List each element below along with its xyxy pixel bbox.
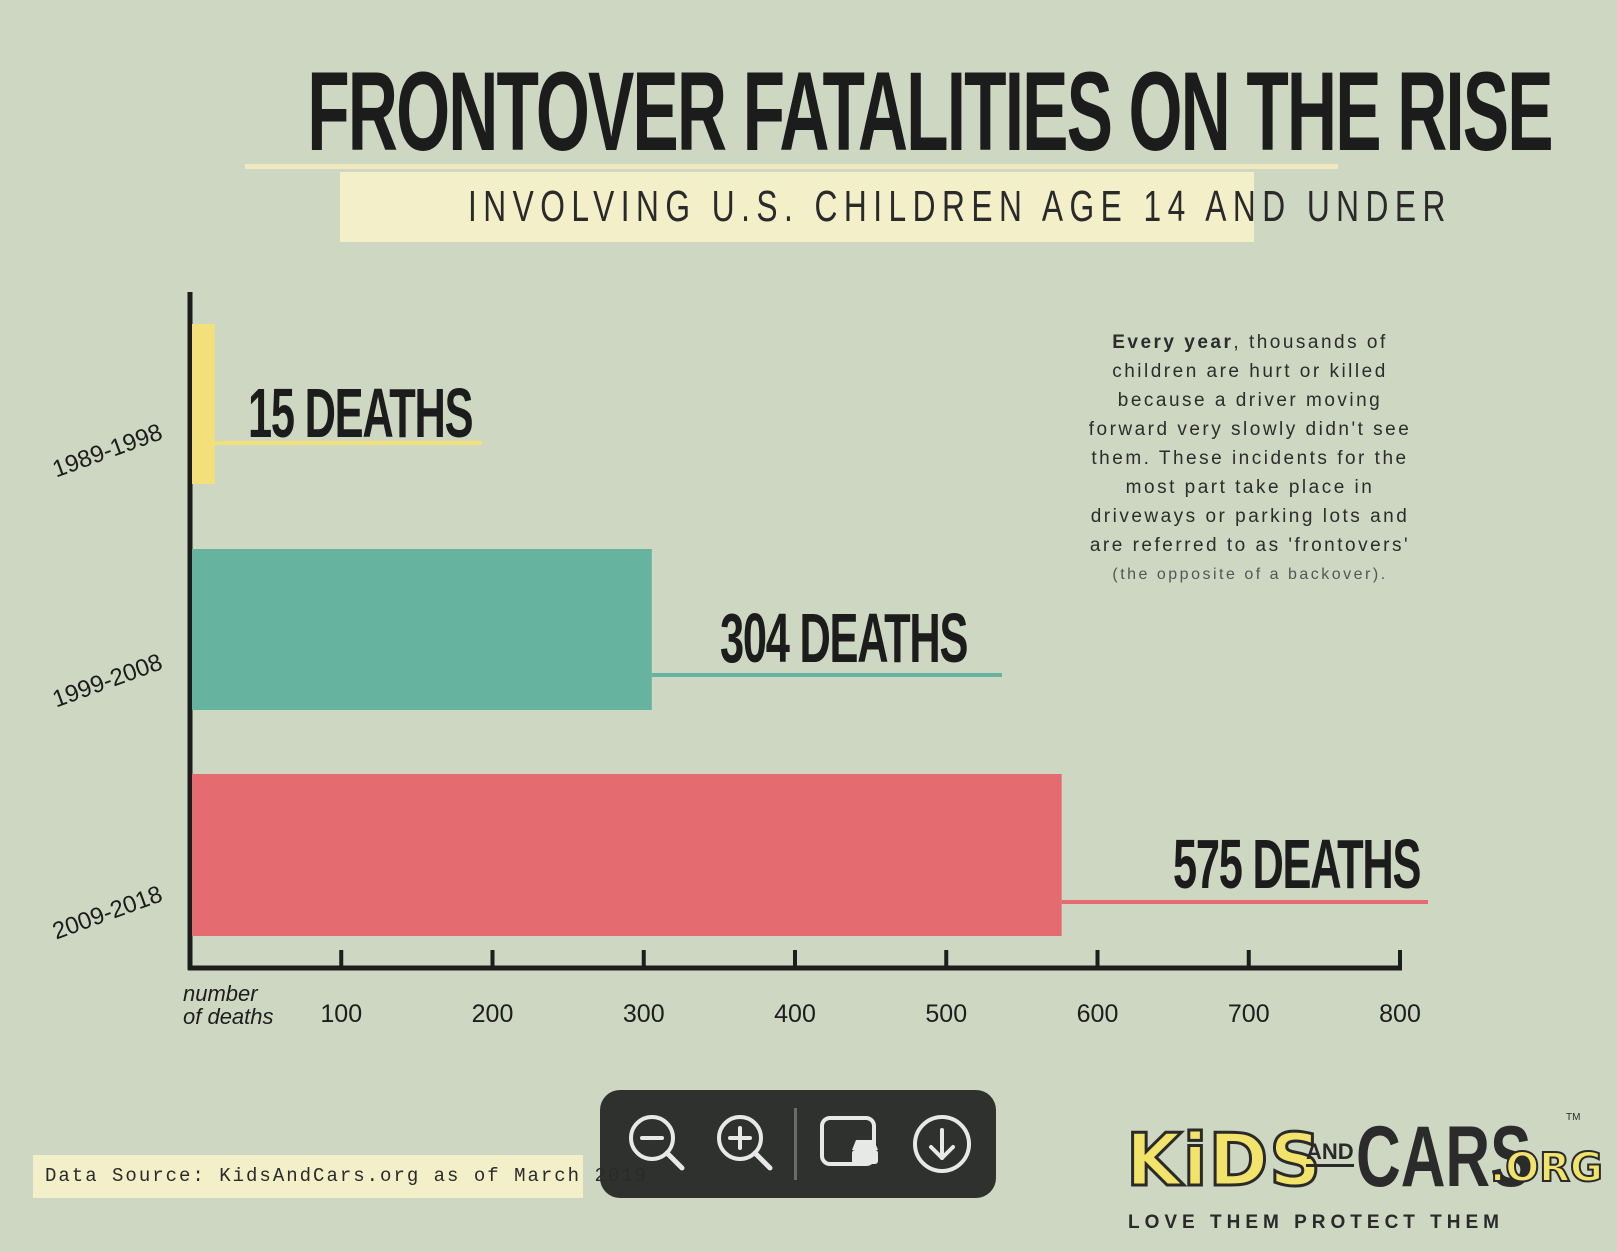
- bar: [192, 549, 652, 710]
- bar-value-label: 15 DEATHS: [248, 374, 472, 452]
- x-tick-label: 700: [1228, 1000, 1270, 1028]
- viewer-toolbar: [600, 1090, 996, 1198]
- blurb-line-7: driveways or parking lots and: [1090, 506, 1410, 527]
- x-axis-label: of deaths: [183, 1004, 274, 1029]
- zoom-in-button[interactable]: [706, 1104, 786, 1184]
- zoom-in-icon: [717, 1115, 773, 1171]
- x-tick-label: 200: [472, 1000, 514, 1028]
- blurb-line-4: forward very slowly didn't see: [1088, 419, 1412, 440]
- crop-button[interactable]: [812, 1104, 892, 1184]
- bar: [192, 324, 215, 484]
- crop-icon: [820, 1116, 878, 1166]
- logo-and: AND: [1306, 1140, 1354, 1167]
- category-label: 1989-1998: [49, 419, 166, 484]
- category-label: 2009-2018: [49, 881, 166, 946]
- bar: [192, 774, 1062, 936]
- x-tick-label: 300: [623, 1000, 665, 1028]
- logo-trademark: TM: [1566, 1112, 1581, 1123]
- blurb-line-3: because a driver moving: [1117, 390, 1383, 411]
- blurb-line-1: Every year, thousands of: [1080, 328, 1420, 357]
- blurb-lead: Every year: [1112, 332, 1234, 353]
- title-underline: [245, 164, 1338, 169]
- download-icon: [913, 1115, 971, 1173]
- logo-kids: KiDS: [1124, 1118, 1323, 1202]
- x-tick-label: 400: [774, 1000, 816, 1028]
- toolbar-divider: [794, 1108, 797, 1180]
- description-text: Every year, thousands of children are hu…: [1080, 328, 1420, 589]
- x-tick-label: 600: [1077, 1000, 1119, 1028]
- blurb-line-1-rest: , thousands of: [1233, 332, 1388, 353]
- bar-value-label: 304 DEATHS: [720, 599, 967, 677]
- x-axis-label: number: [183, 981, 259, 1006]
- blurb-line-5: them. These incidents for the: [1091, 448, 1409, 469]
- blurb-line-9: (the opposite of a backover).: [1112, 566, 1388, 583]
- blurb-line-2: children are hurt or killed: [1112, 361, 1388, 382]
- blurb-line-6: most part take place in: [1125, 477, 1375, 498]
- zoom-out-button[interactable]: [618, 1104, 698, 1184]
- kids-and-cars-logo: KiDS AND CARS .ORG TM LOVE THEM PROTECT …: [1120, 1109, 1603, 1242]
- x-tick-label: 500: [925, 1000, 967, 1028]
- logo-cars: CARS: [1356, 1109, 1532, 1205]
- bar-value-label: 575 DEATHS: [1173, 825, 1420, 903]
- x-tick-label: 800: [1379, 1000, 1421, 1028]
- blurb-line-8: are referred to as 'frontovers': [1089, 535, 1411, 556]
- x-tick-label: 100: [320, 1000, 362, 1028]
- data-source-banner: Data Source: KidsAndCars.org as of March…: [33, 1155, 646, 1198]
- zoom-out-icon: [629, 1115, 685, 1171]
- category-label: 1999-2008: [49, 649, 166, 714]
- download-button[interactable]: [902, 1104, 982, 1184]
- logo-org: .ORG: [1489, 1145, 1604, 1191]
- data-source-text: Data Source: KidsAndCars.org as of March…: [45, 1165, 649, 1187]
- logo-tagline: LOVE THEM PROTECT THEM: [1128, 1212, 1504, 1233]
